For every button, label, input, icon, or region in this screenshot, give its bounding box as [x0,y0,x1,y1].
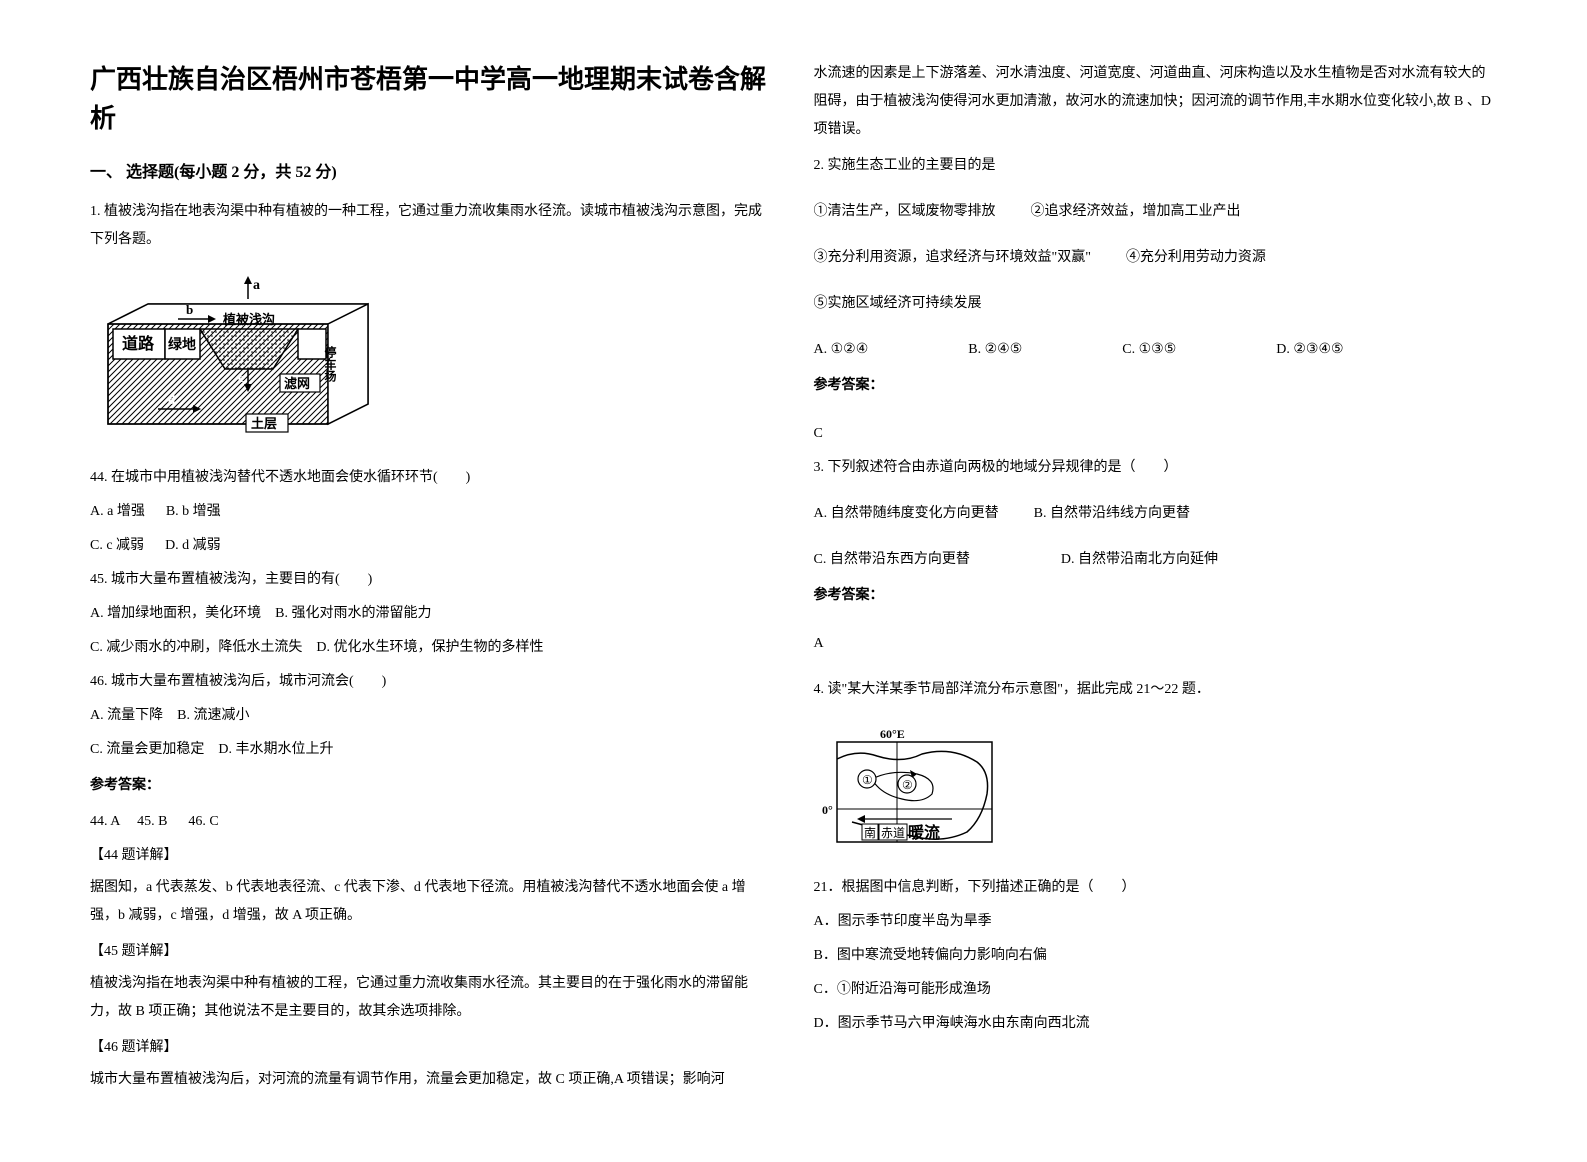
q2-answer-options: A. ①②④ B. ②④⑤ C. ①③⑤ D. ②③④⑤ [814,336,1498,364]
q44-optB: B. b 增强 [166,504,221,519]
q45-options-cd: C. 减少雨水的冲刷，降低水土流失 D. 优化水生环境，保护生物的多样性 [90,634,774,662]
label-green: 绿地 [168,336,196,353]
label-d: d [168,392,176,407]
label-a: a [253,278,260,293]
q21-text: 21．根据图中信息判断，下列描述正确的是（ ） [814,874,1498,902]
q3-answer-label: 参考答案： [814,582,1498,610]
q4-intro: 4. 读"某大洋某季节局部洋流分布示意图"，据此完成 21～22 题． [814,676,1498,704]
label-parking: 停车场 [323,345,337,383]
label-c2: ② [902,778,913,792]
q2-opt5: ⑤实施区域经济可持续发展 [814,290,1498,318]
q3-optA: A. 自然带随纬度变化方向更替 [814,506,999,521]
q3-options-cd: C. 自然带沿东西方向更替 D. 自然带沿南北方向延伸 [814,546,1498,574]
q21-optB: B．图中寒流受地转偏向力影响向右偏 [814,942,1498,970]
q46-optB: B. 流速减小 [177,708,249,723]
label-warm: 暖流 [908,823,940,842]
q2-text: 2. 实施生态工业的主要目的是 [814,152,1498,180]
exp46-label: 【46 题详解】 [90,1034,774,1062]
label-road: 道路 [122,334,155,353]
q3-optD: D. 自然带沿南北方向延伸 [1061,552,1218,567]
q45-options-ab: A. 增加绿地面积，美化环境 B. 强化对雨水的滞留能力 [90,600,774,628]
label-c: c [238,370,244,385]
q1-answer-label: 参考答案： [90,772,774,800]
q21-optA: A．图示季节印度半岛为旱季 [814,908,1498,936]
q45-optB: B. 强化对雨水的滞留能力 [275,606,431,621]
q44-optD: D. d 减弱 [165,538,221,553]
q2-answer-label: 参考答案： [814,372,1498,400]
q44-optC: C. c 减弱 [90,538,144,553]
q21-optC: C．①附近沿海可能形成渔场 [814,976,1498,1004]
q46-options-ab: A. 流量下降 B. 流速减小 [90,702,774,730]
label-b: b [186,302,193,317]
label-lon: 60°E [880,727,905,741]
label-filter: 滤网 [284,376,310,391]
q2-opt2: ②追求经济效益，增加高工业产出 [1031,204,1241,219]
q1-diagram: a b c d 道路 绿地 植被浅沟 停车场 滤网 [90,266,774,452]
q44-options-cd: C. c 减弱 D. d 减弱 [90,532,774,560]
exp46-text-a: 城市大量布置植被浅沟后，对河流的流量有调节作用，流量会更加稳定，故 C 项正确,… [90,1066,774,1094]
label-soil: 土层 [251,416,277,431]
q1-intro: 1. 植被浅沟指在地表沟渠中种有植被的一种工程，它通过重力流收集雨水径流。读城市… [90,198,774,254]
q44-text: 44. 在城市中用植被浅沟替代不透水地面会使水循环环节( ) [90,464,774,492]
q1-answers: 44. A 45. B 46. C [90,808,774,836]
q45-optC: C. 减少雨水的冲刷，降低水土流失 [90,640,302,655]
section-header: 一、 选择题(每小题 2 分，共 52 分) [90,158,774,182]
document-title: 广西壮族自治区梧州市苍梧第一中学高一地理期末试卷含解析 [90,60,774,138]
q45-optD: D. 优化水生环境，保护生物的多样性 [316,640,543,655]
q2-answer: C [814,420,1498,448]
q46-optA: A. 流量下降 [90,708,163,723]
q45-optA: A. 增加绿地面积，美化环境 [90,606,261,621]
exp44-text: 据图知，a 代表蒸发、b 代表地表径流、c 代表下渗、d 代表地下径流。用植被浅… [90,874,774,930]
q3-optC: C. 自然带沿东西方向更替 [814,552,970,567]
q46-text: 46. 城市大量布置植被浅沟后，城市河流会( ) [90,668,774,696]
q2-optD: D. ②③④⑤ [1276,336,1343,364]
q2-optA: A. ①②④ [814,336,869,364]
exp46-text-b: 水流速的因素是上下游落差、河水清浊度、河道宽度、河道曲直、河床构造以及水生植物是… [814,60,1498,144]
q2-opts-12: ①清洁生产，区域废物零排放 ②追求经济效益，增加高工业产出 [814,198,1498,226]
label-vegditch: 植被浅沟 [222,312,275,327]
q2-optB: B. ②④⑤ [968,336,1022,364]
q2-opt4: ④充分利用劳动力资源 [1126,250,1266,265]
label-south: 南 [864,825,876,840]
ocean-current-svg: 60°E 0° ① ② 南 赤道 暖流 [822,724,1012,854]
exp45-text: 植被浅沟指在地表沟渠中种有植被的工程，它通过重力流收集雨水径流。其主要目的在于强… [90,970,774,1026]
q2-opt1: ①清洁生产，区域废物零排放 [814,204,996,219]
label-equator: 赤道 [881,826,905,840]
exp44-label: 【44 题详解】 [90,842,774,870]
q2-optC: C. ①③⑤ [1122,336,1176,364]
q2-opt3: ③充分利用资源，追求经济与环境效益"双赢" [814,250,1091,265]
q3-text: 3. 下列叙述符合由赤道向两极的地域分异规律的是（ ） [814,454,1498,482]
q46-optC: C. 流量会更加稳定 [90,742,204,757]
q44-optA: A. a 增强 [90,504,145,519]
q21-optD: D．图示季节马六甲海峡海水由东南向西北流 [814,1010,1498,1038]
q4-diagram: 60°E 0° ① ② 南 赤道 暖流 [814,716,1498,862]
exp45-label: 【45 题详解】 [90,938,774,966]
vegetation-ditch-svg: a b c d 道路 绿地 植被浅沟 停车场 滤网 [98,274,378,444]
q46-options-cd: C. 流量会更加稳定 D. 丰水期水位上升 [90,736,774,764]
label-lat: 0° [822,803,833,817]
label-c1: ① [862,773,873,787]
q44-options-ab: A. a 增强 B. b 增强 [90,498,774,526]
right-column: 水流速的因素是上下游落差、河水清浊度、河道宽度、河道曲直、河床构造以及水生植物是… [814,60,1498,1102]
q2-opts-34: ③充分利用资源，追求经济与环境效益"双赢" ④充分利用劳动力资源 [814,244,1498,272]
q46-optD: D. 丰水期水位上升 [218,742,333,757]
q45-text: 45. 城市大量布置植被浅沟，主要目的有( ) [90,566,774,594]
left-column: 广西壮族自治区梧州市苍梧第一中学高一地理期末试卷含解析 一、 选择题(每小题 2… [90,60,774,1102]
q3-answer: A [814,630,1498,658]
q3-options-ab: A. 自然带随纬度变化方向更替 B. 自然带沿纬线方向更替 [814,500,1498,528]
q3-optB: B. 自然带沿纬线方向更替 [1034,506,1190,521]
